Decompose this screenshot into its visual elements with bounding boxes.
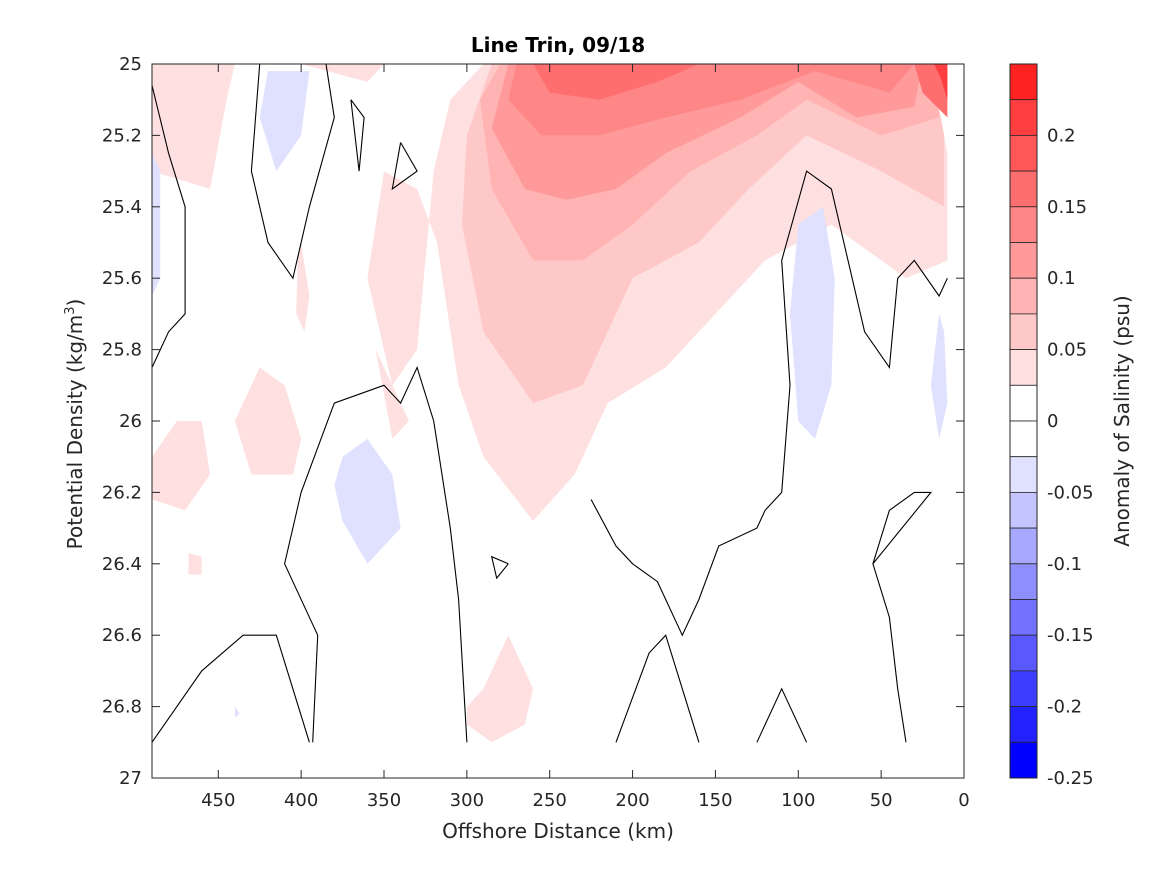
colorbar-segment: [1009, 741, 1038, 779]
y-tick-label: 26.4: [102, 554, 142, 575]
x-tick-label: 150: [698, 790, 732, 811]
colorbar-tick-label: -0.1: [1047, 554, 1082, 575]
x-tick-label: 450: [201, 790, 235, 811]
x-tick-label: 250: [533, 790, 567, 811]
colorbar-segment: [1009, 63, 1038, 101]
colorbar-segment: [1009, 170, 1038, 208]
negative-anomaly-region: [790, 206, 835, 439]
colorbar-segment: [1009, 670, 1038, 708]
positive-anomaly-region: [296, 242, 310, 332]
y-tick-label: 25.6: [102, 268, 142, 289]
y-tick-label: 25: [119, 54, 142, 75]
positive-anomaly-region: [466, 635, 534, 743]
y-axis-label-sup: 3: [63, 306, 78, 314]
zero-contour-line: [756, 687, 808, 743]
colorbar-tick-label: -0.25: [1047, 768, 1094, 789]
x-tick-label: 300: [450, 790, 484, 811]
negative-anomaly-region: [152, 153, 161, 296]
colorbar-tick-label: 0.1: [1047, 268, 1076, 289]
y-axis-label: Potential Density (kg/m3): [63, 299, 87, 550]
colorbar-tick-label: 0: [1047, 411, 1058, 432]
negative-anomaly-region: [930, 313, 948, 439]
colorbar-label: Anomaly of Salinity (psu): [1110, 295, 1134, 546]
positive-anomaly-region: [152, 421, 210, 511]
colorbar-tick-label: 0.05: [1047, 340, 1087, 361]
zero-contour-line: [151, 85, 186, 368]
colorbar-segment: [1009, 384, 1038, 422]
zero-contour-line: [490, 555, 509, 580]
colorbar-segment: [1009, 634, 1038, 672]
colorbar-segment: [1009, 313, 1038, 350]
y-tick-label: 25.2: [102, 125, 142, 146]
colorbar-segment: [1009, 277, 1038, 315]
positive-anomaly-region: [533, 64, 699, 100]
colorbar-segment: [1009, 349, 1038, 386]
negative-anomaly-region: [234, 706, 240, 718]
positive-anomaly-region: [934, 64, 948, 100]
zero-contour-line: [872, 491, 933, 743]
x-tick-label: 350: [367, 790, 401, 811]
negative-anomaly-region: [334, 438, 401, 564]
colorbar-segment: [1009, 706, 1038, 743]
y-axis: 25 25.2 25.4 25.6 25.8 26 26.2 26.4 26.6 26.8 27: [102, 54, 964, 789]
y-tick-label: 26.2: [102, 482, 142, 503]
y-tick-label: 27: [119, 768, 142, 789]
colorbar-segment: [1009, 242, 1038, 279]
zero-contour-line: [391, 142, 418, 191]
x-axis: 450 400 350 300 250 200 150 100 50 0: [201, 64, 970, 811]
positive-anomaly-region: [152, 64, 235, 189]
zero-contour-line: [350, 99, 365, 172]
colorbar-segment: [1009, 206, 1038, 243]
y-tick-label: 25.4: [102, 197, 142, 218]
y-axis-label-close: ): [63, 299, 87, 307]
chart-title: Line Trin, 09/18: [471, 33, 645, 57]
colorbar: 0.2 0.15 0.1 0.05 0 -0.05 -0.1 -0.15 -0.2 -0.25: [1009, 63, 1094, 789]
colorbar-frame: [1009, 63, 1038, 779]
positive-anomaly-region: [914, 64, 948, 118]
colorbar-segment: [1009, 599, 1038, 636]
contour-fills: [152, 64, 948, 743]
colorbar-segment: [1009, 99, 1038, 136]
zero-contour-line: [284, 365, 468, 743]
y-tick-label: 26.6: [102, 625, 142, 646]
x-tick-label: 0: [958, 790, 969, 811]
x-axis-label: Offshore Distance (km): [442, 819, 674, 843]
colorbar-tick-label: 0.15: [1047, 197, 1087, 218]
y-tick-label: 26: [119, 411, 142, 432]
positive-anomaly-region: [234, 367, 302, 475]
colorbar-segment: [1009, 527, 1038, 565]
y-tick-label: 25.8: [102, 340, 142, 361]
colorbar-segment: [1009, 456, 1038, 493]
zero-contour-line: [151, 634, 310, 743]
colorbar-tick-label: 0.2: [1047, 125, 1076, 146]
colorbar-segment: [1009, 420, 1038, 458]
colorbar-tick-label: -0.05: [1047, 482, 1094, 503]
positive-anomaly-region: [301, 64, 384, 82]
x-tick-label: 200: [615, 790, 649, 811]
colorbar-tick-label: -0.2: [1047, 697, 1082, 718]
y-tick-label: 26.8: [102, 697, 142, 718]
zero-contour-line: [250, 63, 335, 280]
zero-contour-line: [590, 170, 948, 637]
y-axis-label-main: Potential Density (kg/m: [63, 315, 87, 550]
x-tick-label: 50: [870, 790, 893, 811]
negative-anomaly-region: [259, 71, 310, 172]
zero-contour-lines: [151, 63, 948, 743]
positive-anomaly-region: [188, 553, 202, 575]
colorbar-segment: [1009, 491, 1038, 529]
colorbar-segment: [1009, 563, 1038, 600]
x-tick-label: 100: [781, 790, 815, 811]
colorbar-tick-label: -0.15: [1047, 625, 1094, 646]
zero-contour-line: [615, 634, 700, 743]
colorbar-segment: [1009, 134, 1038, 172]
x-tick-label: 400: [284, 790, 318, 811]
